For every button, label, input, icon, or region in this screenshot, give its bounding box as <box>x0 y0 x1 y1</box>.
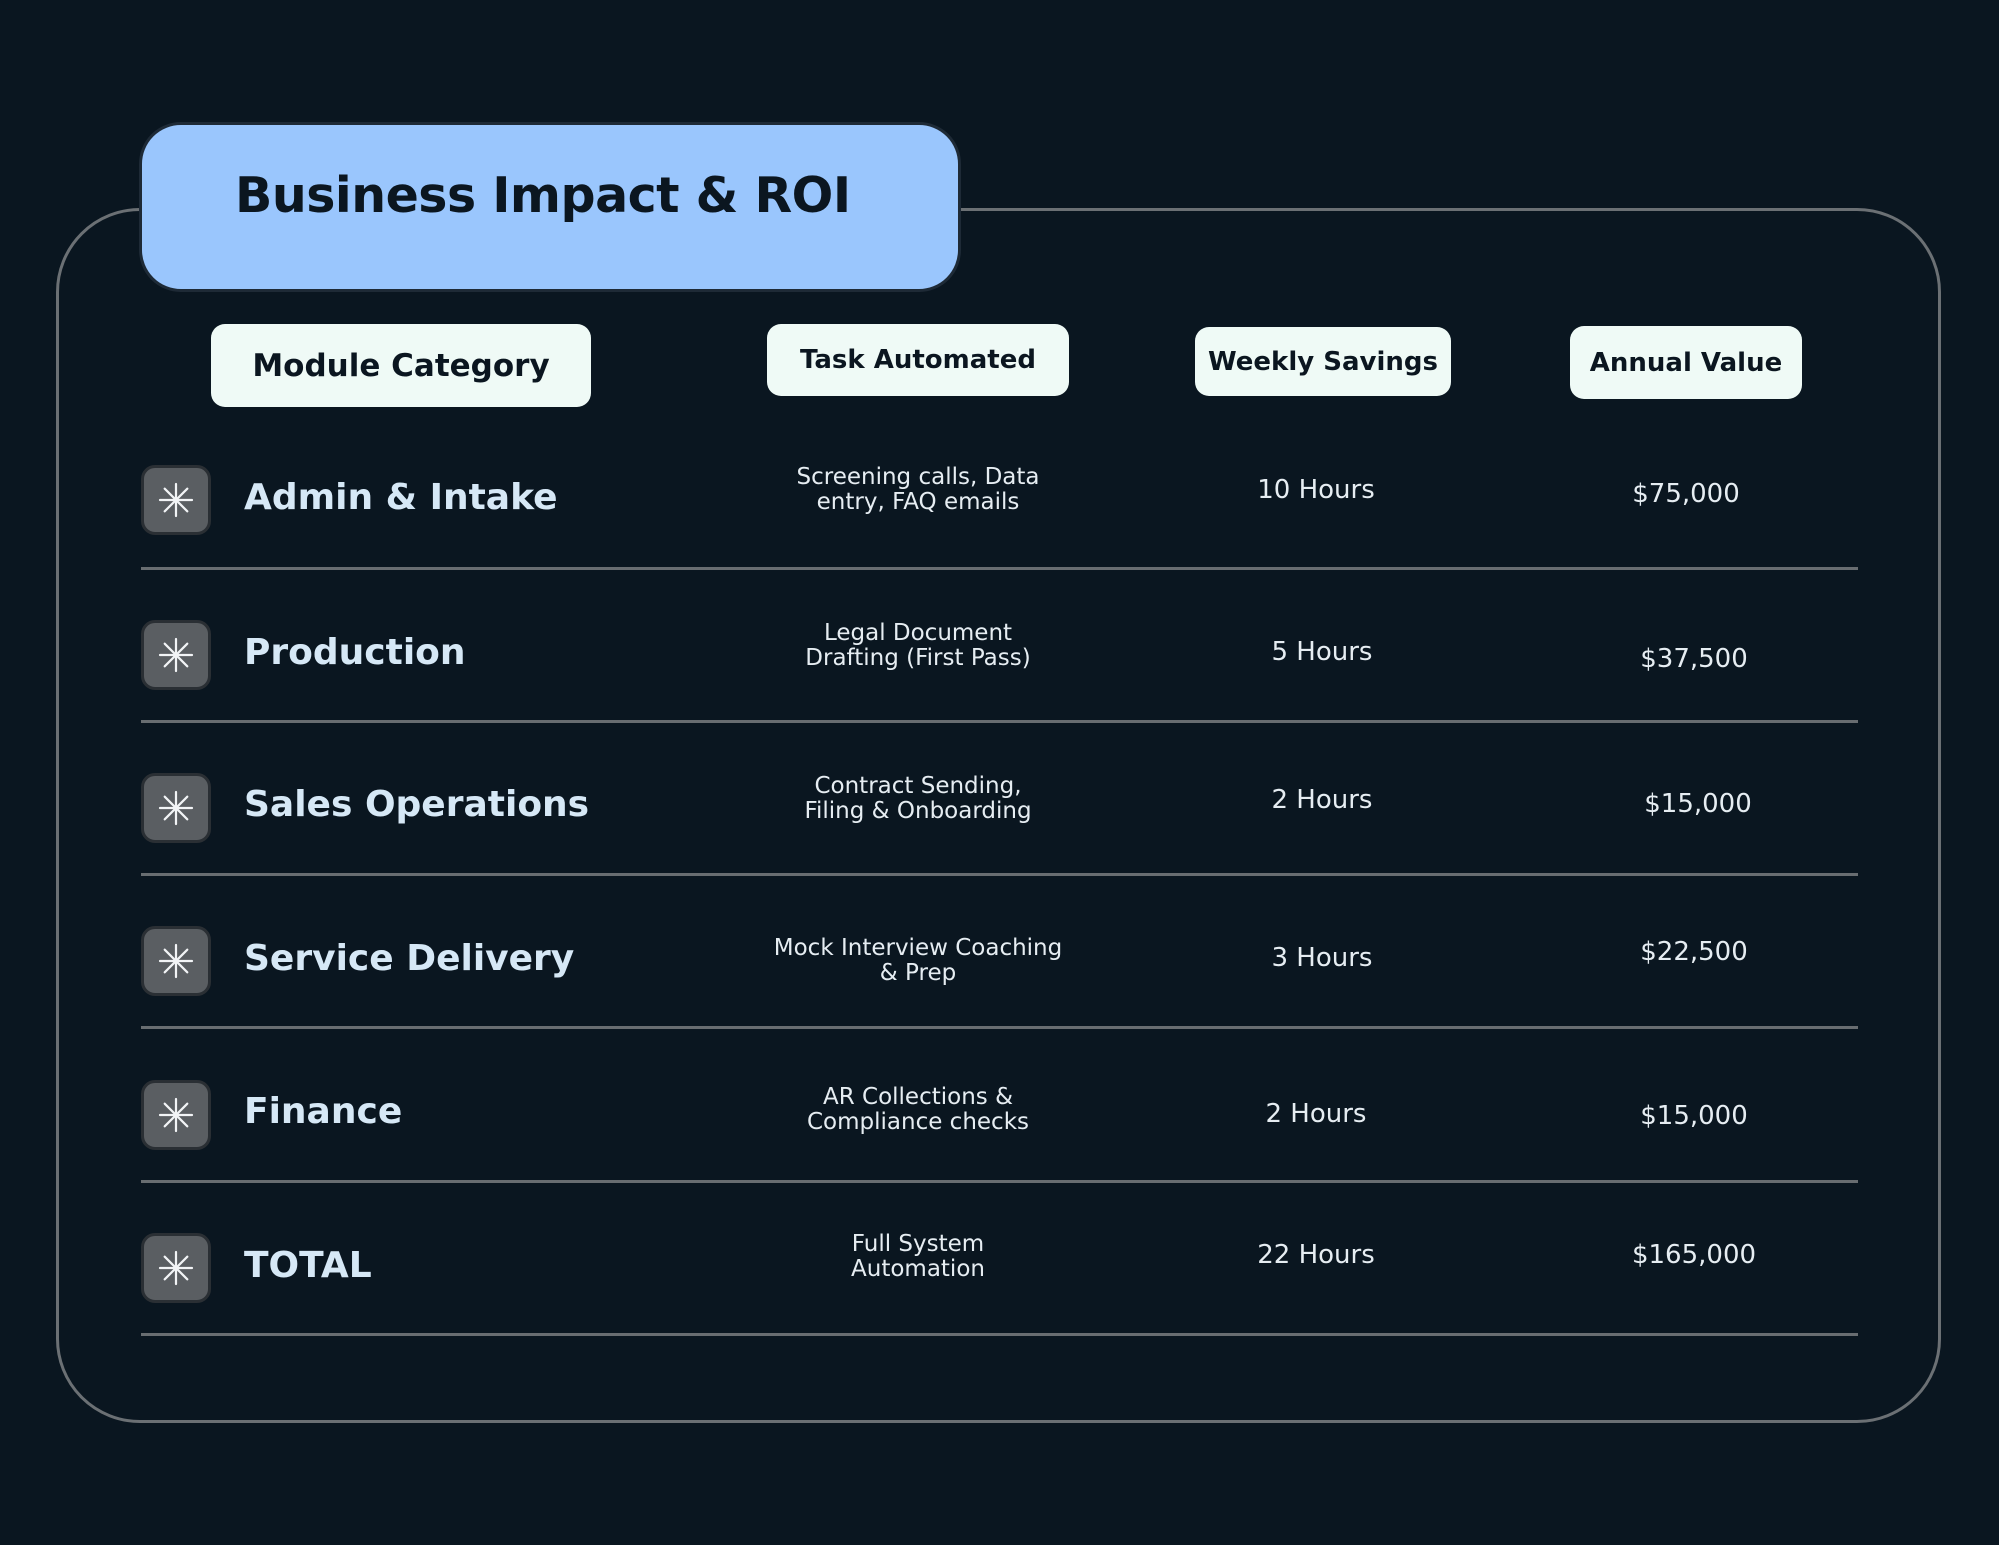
table-row: TOTAL Full System Automation 22 Hours $1… <box>0 1180 1999 1334</box>
row-annual-value: $75,000 <box>1632 479 1740 509</box>
asterisk-icon <box>141 1233 211 1303</box>
row-task-line: Mock Interview Coaching <box>773 935 1063 961</box>
row-task-text: Screening calls, Data entry, FAQ emails <box>740 465 1096 515</box>
header-module-category: Module Category <box>211 324 591 407</box>
row-annual-value: $15,000 <box>1644 789 1752 819</box>
row-category-label: Sales Operations <box>244 784 590 825</box>
table-footer <box>0 1333 1999 1336</box>
row-divider <box>141 1026 1858 1029</box>
row-divider <box>141 873 1858 876</box>
row-weekly-savings: 10 Hours <box>1257 475 1375 505</box>
row-divider <box>141 1180 1858 1183</box>
row-task-line: Drafting (First Pass) <box>805 645 1031 671</box>
row-task-line: Automation <box>851 1256 985 1282</box>
row-task-line: Screening calls, Data <box>796 464 1040 490</box>
row-task-line: & Prep <box>879 960 957 986</box>
row-weekly-savings: 3 Hours <box>1271 943 1373 973</box>
row-annual-value: $22,500 <box>1640 937 1748 967</box>
row-task-text: Full System Automation <box>740 1232 1096 1282</box>
row-category-label: Service Delivery <box>244 938 575 979</box>
row-annual-value: $165,000 <box>1631 1240 1757 1270</box>
row-task-line: Legal Document <box>823 620 1013 646</box>
title-tab: Business Impact & ROI <box>139 122 961 292</box>
table-row: Finance AR Collections & Compliance chec… <box>0 1026 1999 1180</box>
table-row: Service Delivery Mock Interview Coaching… <box>0 873 1999 1027</box>
header-annual-value: Annual Value <box>1570 326 1802 399</box>
asterisk-icon <box>141 773 211 843</box>
row-task-text: Legal Document Drafting (First Pass) <box>740 621 1096 671</box>
row-weekly-savings: 5 Hours <box>1271 637 1373 667</box>
row-divider <box>141 1333 1858 1336</box>
row-weekly-savings: 22 Hours <box>1257 1240 1375 1270</box>
row-category-label: Finance <box>244 1091 403 1132</box>
asterisk-icon <box>141 926 211 996</box>
asterisk-icon <box>141 465 211 535</box>
row-divider <box>141 720 1858 723</box>
table-row: Admin & Intake Screening calls, Data ent… <box>0 415 1999 569</box>
row-task-text: Mock Interview Coaching & Prep <box>740 936 1096 986</box>
row-task-text: Contract Sending, Filing & Onboarding <box>740 774 1096 824</box>
row-task-line: Compliance checks <box>806 1109 1029 1135</box>
row-category-label: Admin & Intake <box>244 477 558 518</box>
row-annual-value: $15,000 <box>1640 1101 1748 1131</box>
row-task-line: AR Collections & <box>822 1084 1014 1110</box>
row-category-label: TOTAL <box>244 1245 372 1286</box>
table-row: Production Legal Document Drafting (Firs… <box>0 567 1999 721</box>
row-divider <box>141 567 1858 570</box>
row-annual-value: $37,500 <box>1640 644 1748 674</box>
table-row: Sales Operations Contract Sending, Filin… <box>0 720 1999 874</box>
row-category-label: Production <box>244 632 466 673</box>
header-weekly-savings: Weekly Savings <box>1195 327 1451 396</box>
page-title: Business Impact & ROI <box>235 167 851 224</box>
row-task-line: Contract Sending, <box>814 773 1022 799</box>
table-frame <box>56 208 1941 1423</box>
asterisk-icon <box>141 1080 211 1150</box>
header-task-automated: Task Automated <box>767 324 1069 396</box>
row-task-text: AR Collections & Compliance checks <box>740 1085 1096 1135</box>
asterisk-icon <box>141 620 211 690</box>
row-weekly-savings: 2 Hours <box>1271 785 1373 815</box>
row-task-line: Filing & Onboarding <box>804 798 1032 824</box>
row-task-line: entry, FAQ emails <box>816 489 1020 515</box>
row-weekly-savings: 2 Hours <box>1265 1099 1367 1129</box>
row-task-line: Full System <box>851 1231 985 1257</box>
